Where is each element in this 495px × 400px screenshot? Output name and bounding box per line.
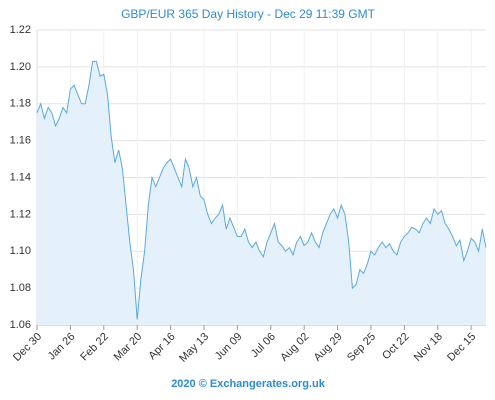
- y-tick-label: 1.06: [10, 319, 31, 331]
- x-tick-label: Nov 18: [412, 331, 445, 364]
- x-tick-label: Sep 25: [345, 331, 378, 364]
- y-tick-label: 1.22: [10, 24, 31, 36]
- footer: 2020 © Exchangerates.org.uk: [171, 378, 326, 390]
- chart-title: GBP/EUR 365 Day History - Dec 29 11:39 G…: [121, 7, 376, 21]
- x-tick-label: Feb 22: [78, 331, 111, 364]
- y-tick-label: 1.18: [10, 98, 31, 110]
- x-tick-label: Oct 22: [380, 331, 411, 362]
- x-tick-label: Apr 16: [146, 331, 177, 362]
- x-tick-label: Jul 06: [249, 331, 278, 360]
- x-tick-label: Dec 30: [11, 331, 44, 364]
- y-tick-label: 1.10: [10, 245, 31, 257]
- y-tick-label: 1.20: [10, 61, 31, 73]
- x-tick-label: Mar 20: [112, 331, 145, 364]
- x-tick-label: Aug 29: [312, 331, 345, 364]
- y-tick-label: 1.14: [10, 171, 31, 183]
- line: [36, 60, 487, 320]
- x-tick-label: Jan 26: [46, 331, 78, 363]
- x-tick-label: Aug 02: [278, 331, 311, 364]
- y-tick-label: 1.16: [10, 135, 31, 147]
- y-tick-label: 1.08: [10, 282, 31, 294]
- y-tick-label: 1.12: [10, 208, 31, 220]
- x-tick-label: Jun 09: [213, 331, 245, 363]
- x-tick-label: May 13: [177, 331, 211, 365]
- area: [37, 61, 486, 326]
- x-tick-label: Dec 15: [445, 331, 478, 364]
